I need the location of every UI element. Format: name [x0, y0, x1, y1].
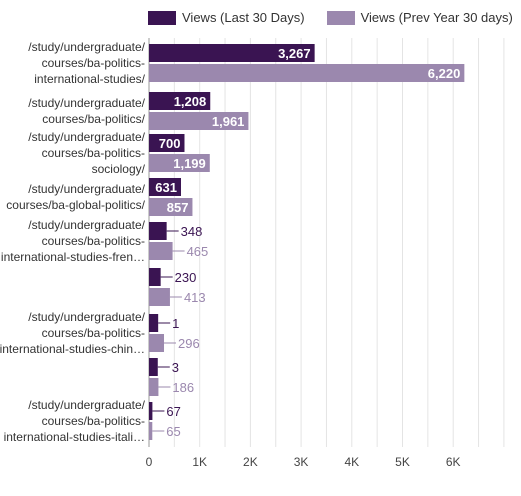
data-label: 1,961 — [212, 114, 245, 129]
data-label: 1 — [172, 316, 179, 331]
legend-label-last-30-days: Views (Last 30 Days) — [182, 10, 305, 25]
x-tick-label: 5K — [395, 455, 410, 469]
data-label: 1,199 — [173, 156, 206, 171]
bar-last-30-days — [149, 92, 211, 110]
category-label: /study/undergraduate/ — [28, 398, 145, 412]
data-label: 186 — [172, 380, 194, 395]
legend-item-prev-year[interactable]: Views (Prev Year 30 days) — [326, 10, 513, 25]
bar-last-30-days — [149, 134, 185, 152]
x-tick-label: 2K — [243, 455, 258, 469]
data-label: 67 — [166, 404, 180, 419]
category-label: international-studies-fren… — [1, 250, 145, 264]
bar-prev-year — [149, 112, 249, 130]
category-label: courses/ba-global-politics/ — [6, 198, 145, 212]
category-label: /study/undergraduate/ — [28, 40, 145, 54]
bar-prev-year — [149, 422, 153, 440]
bar-prev-year — [149, 334, 165, 352]
data-label: 631 — [155, 180, 177, 195]
category-label: courses/ba-politics- — [42, 146, 145, 160]
bar-prev-year — [149, 154, 210, 172]
bar-last-30-days — [149, 402, 153, 420]
data-label: 3 — [172, 360, 179, 375]
category-label: courses/ba-politics- — [42, 414, 145, 428]
category-label: courses/ba-politics- — [42, 234, 145, 248]
category-label: courses/ba-politics/ — [42, 112, 145, 126]
bar-prev-year — [149, 198, 193, 216]
bar-last-30-days — [149, 178, 181, 196]
category-label: international-studies-itali… — [4, 430, 145, 444]
category-label: /study/undergraduate/ — [28, 130, 145, 144]
bar-last-30-days — [149, 44, 315, 62]
x-tick-label: 4K — [344, 455, 359, 469]
data-label: 857 — [167, 200, 189, 215]
category-label: international-studies/ — [34, 72, 145, 86]
bar-last-30-days — [149, 358, 158, 376]
legend-swatch-last-30-days — [148, 10, 176, 25]
category-label: international-studies-chin… — [0, 342, 145, 356]
bar-last-30-days — [149, 314, 159, 332]
data-label: 3,267 — [278, 46, 311, 61]
bar-prev-year — [149, 64, 465, 82]
data-label: 413 — [184, 290, 206, 305]
legend-swatch-prev-year — [326, 10, 355, 25]
bar-prev-year — [149, 378, 159, 396]
category-label: /study/undergraduate/ — [28, 310, 145, 324]
data-label: 1,208 — [174, 94, 207, 109]
x-tick-label: 3K — [294, 455, 309, 469]
legend-label-prev-year: Views (Prev Year 30 days) — [360, 10, 513, 25]
legend: Views (Last 30 Days) Views (Prev Year 30… — [148, 10, 521, 25]
data-label: 700 — [159, 136, 181, 151]
x-tick-label: 1K — [192, 455, 207, 469]
bar-prev-year — [149, 288, 170, 306]
data-label: 230 — [175, 270, 197, 285]
x-tick-label: 6K — [446, 455, 461, 469]
category-label: courses/ba-politics- — [42, 326, 145, 340]
bar-last-30-days — [149, 222, 167, 240]
bar-last-30-days — [149, 268, 161, 286]
category-label: /study/undergraduate/ — [28, 96, 145, 110]
category-label: courses/ba-politics- — [42, 56, 145, 70]
data-label: 465 — [187, 244, 209, 259]
data-label: 296 — [178, 336, 200, 351]
data-label: 6,220 — [428, 66, 461, 81]
bar-prev-year — [149, 242, 173, 260]
legend-item-last-30-days[interactable]: Views (Last 30 Days) — [148, 10, 305, 25]
data-label: 348 — [181, 224, 203, 239]
x-tick-label: 0 — [146, 455, 153, 469]
category-label: sociology/ — [92, 162, 146, 176]
data-label: 65 — [166, 424, 180, 439]
category-label: /study/undergraduate/ — [28, 182, 145, 196]
category-label: /study/undergraduate/ — [28, 218, 145, 232]
